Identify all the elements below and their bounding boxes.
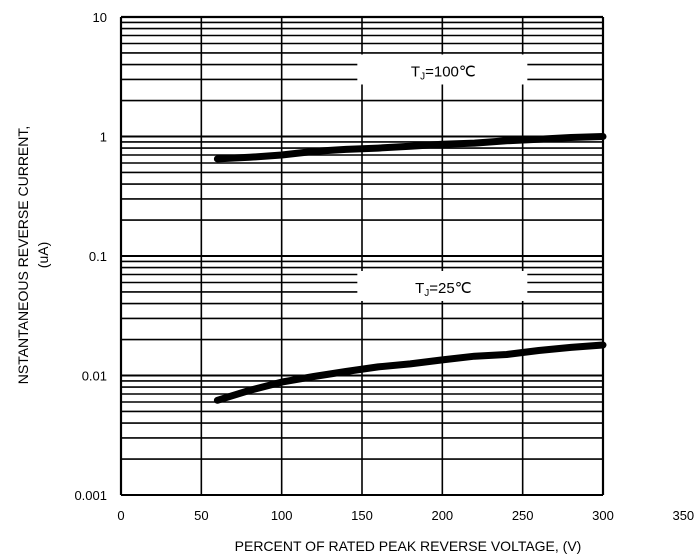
x-tick-label: 150: [351, 508, 373, 523]
y-axis-label: NSTANTANEOUS REVERSE CURRENT, (uA): [15, 126, 51, 385]
x-tick-label: 50: [194, 508, 208, 523]
series-label-1: TJ=100℃: [357, 54, 528, 85]
y-tick-label: 0.1: [89, 249, 107, 264]
x-tick-label: 200: [431, 508, 453, 523]
x-axis-label: PERCENT OF RATED PEAK REVERSE VOLTAGE, (…: [235, 538, 582, 554]
series-label-background: [357, 54, 528, 85]
series-label-text: TJ=100℃: [411, 63, 476, 82]
y-tick-label: 1: [100, 130, 107, 145]
x-tick-label: 300: [592, 508, 614, 523]
y-axis-label-line2: (uA): [35, 242, 51, 268]
y-axis-label-line1: NSTANTANEOUS REVERSE CURRENT,: [15, 126, 31, 385]
x-tick-label: 0: [117, 508, 124, 523]
x-tick-label: 350: [672, 508, 694, 523]
series-label-text: TJ=25℃: [415, 280, 471, 299]
series-lines: [213, 133, 607, 404]
series-labels: TJ=100℃ TJ=25℃: [357, 54, 528, 301]
y-tick-label: 10: [93, 10, 107, 25]
series-line-1: [213, 133, 607, 163]
x-tick-label: 250: [512, 508, 534, 523]
series-label-2: TJ=25℃: [357, 270, 528, 301]
tick-labels: 0 50 100 150 200 250 300 350 0.001 0.01 0.1 1 10: [74, 10, 694, 523]
y-tick-label: 0.01: [82, 369, 107, 384]
y-tick-label: 0.001: [74, 488, 107, 503]
x-tick-label: 100: [271, 508, 293, 523]
grid: [119, 15, 605, 496]
series-label-background: [357, 270, 528, 301]
series-line-2: [213, 341, 607, 404]
